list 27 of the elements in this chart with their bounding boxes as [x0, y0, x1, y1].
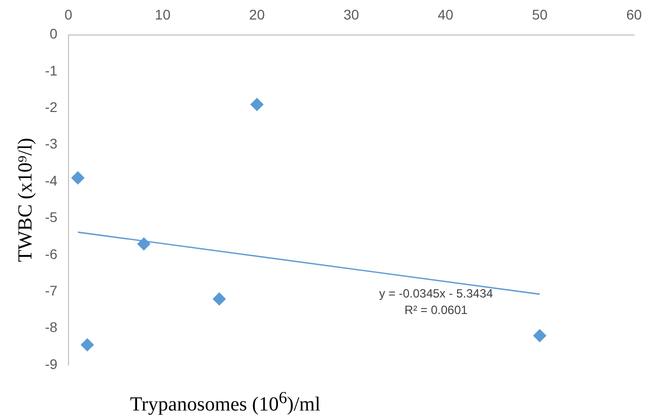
y-tick-label: -5	[44, 209, 58, 226]
point	[71, 171, 84, 184]
y-tick-label: -1	[44, 62, 58, 78]
x-tick-label: 60	[626, 6, 642, 22]
annotation: y = -0.0345x - 5.3434	[379, 286, 494, 300]
y-tick-label: -3	[44, 136, 58, 152]
point	[212, 292, 226, 306]
point	[137, 237, 150, 250]
annotation: R² = 0.0601	[404, 302, 468, 317]
point	[250, 98, 264, 112]
point	[80, 338, 94, 352]
x-tick-label: 10	[154, 6, 171, 22]
y-tick-label: -9	[44, 356, 58, 372]
y-tick-label: -6	[44, 246, 58, 262]
x-axis-title: Trypanosomes (10$^{6}$)/ml	[130, 388, 320, 416]
y-tick-label: -2	[44, 99, 58, 116]
x-tick-label: 0	[64, 6, 73, 22]
y-axis-title: TWBC (x10⁹/l)	[14, 138, 36, 262]
y-tick-label: -4	[44, 172, 58, 188]
y-tick-label: -8	[44, 319, 58, 336]
x-tick-label: 20	[249, 6, 265, 22]
x-tick-label: 40	[438, 6, 454, 22]
x-tick-label: 50	[532, 6, 548, 22]
x-tick-label: 30	[343, 6, 360, 22]
y-tick-label: -7	[44, 282, 58, 298]
y-tick-label: 0	[50, 26, 58, 42]
point	[533, 329, 546, 342]
